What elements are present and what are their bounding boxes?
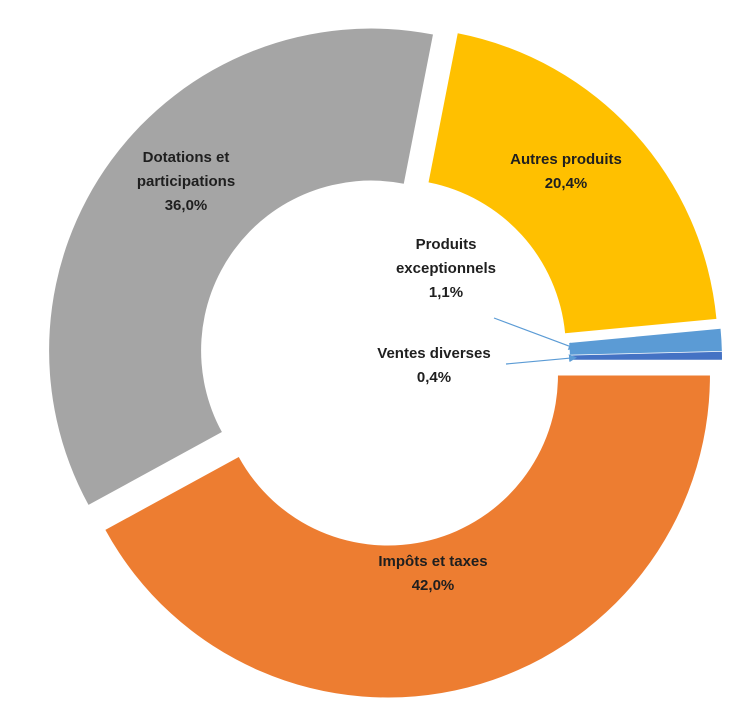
slice-name-line: Produits [416, 236, 477, 253]
slice-name-line: Ventes diverses [377, 345, 490, 362]
slice-name-line: participations [137, 173, 235, 190]
slice-name-line: Autres produits [510, 151, 622, 168]
slice-label-ventes-diverses: Ventes diverses 0,4% [377, 345, 490, 386]
slice-name-line: Impôts et taxes [378, 553, 487, 570]
slice-label-autres-produits: Autres produits 20,4% [510, 151, 622, 192]
slice-value-label: 1,1% [429, 284, 463, 301]
leader-line-produits-exceptionnels [493, 317, 577, 350]
slice-value-label: 36,0% [165, 197, 208, 214]
slice-value-label: 0,4% [417, 369, 451, 386]
slice-name-line: exceptionnels [396, 260, 496, 277]
slice-name-line: Dotations et [143, 149, 230, 166]
leader-line-ventes-diverses [505, 354, 577, 365]
slice-label-impots-et-taxes: Impôts et taxes 42,0% [378, 553, 487, 594]
slice-value-label: 42,0% [412, 577, 455, 594]
slice-label-produits-exceptionnels: Produits exceptionnels 1,1% [396, 236, 496, 301]
slice-dotations-et-participations [49, 28, 433, 505]
slice-impots-et-taxes [105, 375, 710, 698]
slice-autres-produits [428, 33, 717, 334]
slice-produits-exceptionnels [569, 328, 722, 355]
slice-label-dotations-et-participations: Dotations et participations 36,0% [137, 149, 235, 214]
slice-ventes-diverses [569, 351, 722, 360]
slice-value-label: 20,4% [545, 175, 588, 192]
